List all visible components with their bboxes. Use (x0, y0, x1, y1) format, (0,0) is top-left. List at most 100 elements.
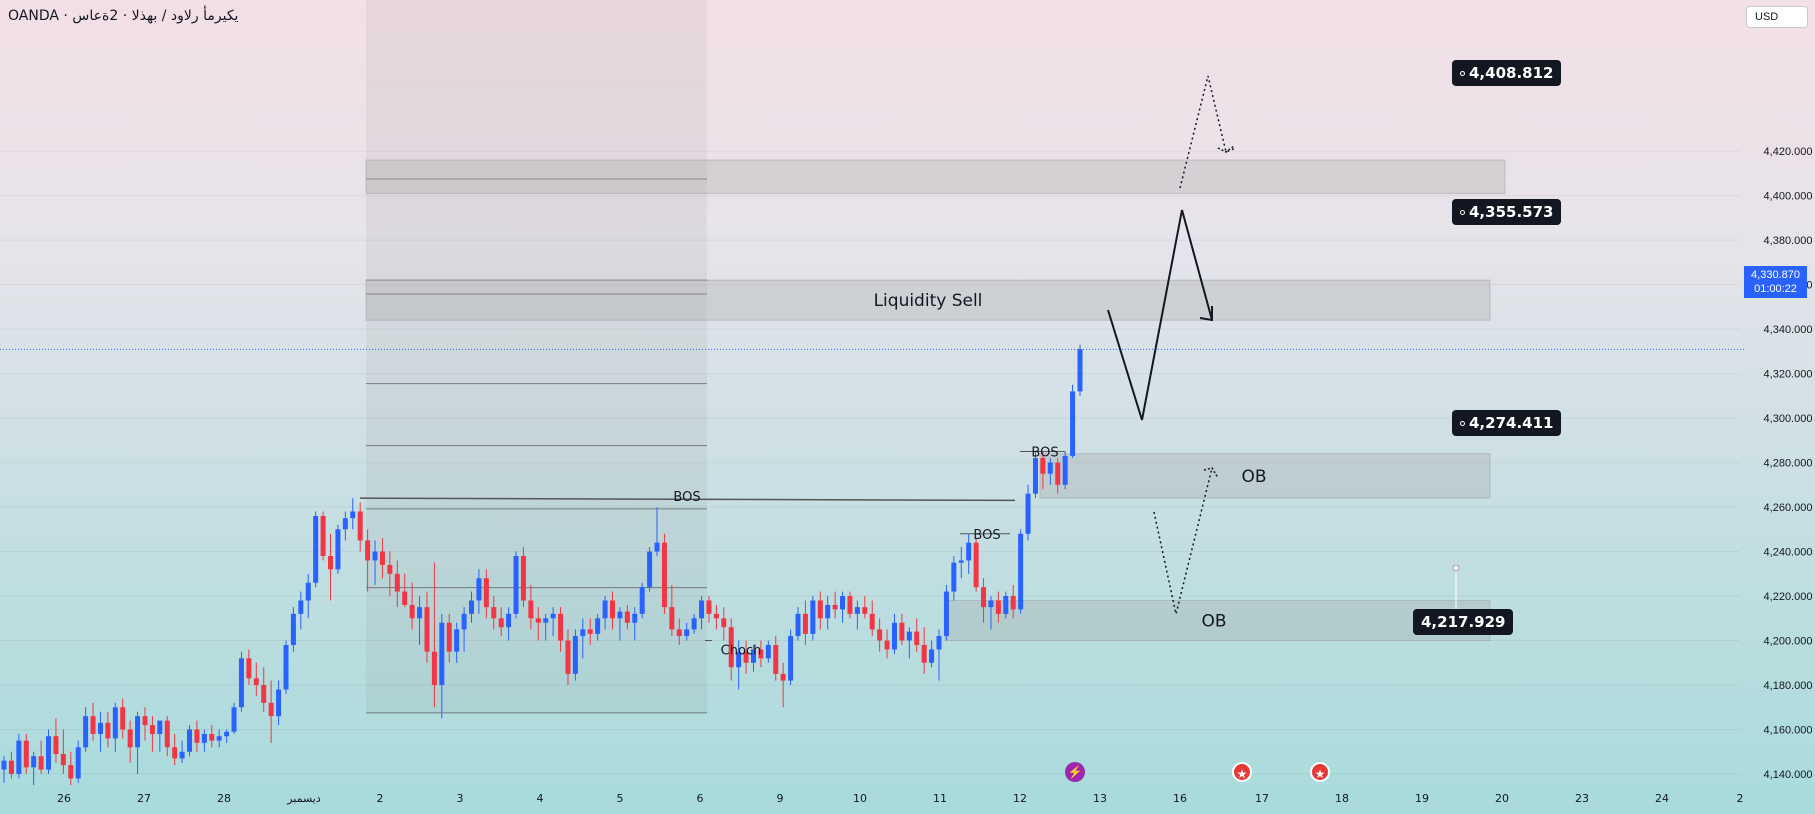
candle (721, 618, 727, 628)
candle (832, 604, 838, 610)
candle (929, 649, 935, 663)
candle (461, 613, 467, 630)
candle (943, 591, 949, 637)
x-tick-label: 28 (217, 792, 231, 805)
arrow-head-icon (1217, 145, 1235, 153)
candle (187, 729, 193, 752)
candle (135, 716, 141, 748)
candle (632, 613, 638, 623)
candle (476, 578, 482, 601)
x-tick-label: 26 (57, 792, 71, 805)
price-label-4408[interactable]: 4,408.812 (1452, 60, 1562, 86)
x-axis[interactable]: 26 27 28 ديسمبر 2 3 4 5 6 9 10 11 12 13 16 17 18 19 20 23 24… (57, 792, 1744, 805)
candle (936, 636, 942, 650)
candle (595, 618, 601, 634)
last-price-countdown: 01:00:22 (1754, 283, 1797, 295)
candle (624, 611, 630, 623)
candle (320, 515, 326, 556)
candle (90, 716, 96, 734)
candle (231, 707, 237, 732)
candle (491, 607, 497, 619)
candle (1018, 533, 1024, 610)
candle (617, 611, 623, 619)
candle (179, 751, 185, 759)
candle (268, 702, 274, 717)
price-label-4274[interactable]: 4,274.411 (1452, 410, 1562, 436)
candle (884, 640, 890, 650)
x-tick-label: 27 (137, 792, 151, 805)
candle (97, 722, 103, 734)
drawings: BOS BOS BOS Choch (0, 75, 1744, 658)
candle (802, 613, 808, 634)
candle (914, 631, 920, 645)
candle (16, 740, 22, 774)
candle (862, 607, 868, 614)
candle (587, 629, 593, 634)
candle (773, 644, 779, 674)
candle (216, 736, 222, 741)
projection-path (1107, 209, 1213, 421)
candle (394, 573, 400, 592)
candle (661, 542, 667, 608)
candle (372, 551, 378, 561)
candle (1055, 462, 1061, 485)
price-label-4217[interactable]: 4,217.929 (1413, 609, 1514, 635)
candle (439, 622, 445, 686)
annotation-choch: Choch (721, 643, 762, 658)
price-label-text: 4,217.929 (1421, 613, 1506, 631)
us-flag-event-icon[interactable]: ★ (1232, 762, 1252, 782)
last-price-label: 4,330.870 01:00:22 (1744, 266, 1807, 298)
us-flag-event-icon[interactable]: ★ (1310, 762, 1330, 782)
candle (149, 725, 155, 734)
candles (1, 344, 1083, 786)
price-label-text: 4,408.812 (1469, 64, 1554, 82)
candle (995, 600, 1001, 614)
candle (201, 733, 207, 743)
candle (469, 600, 475, 614)
candle (602, 600, 608, 619)
candle (810, 600, 816, 634)
candle (387, 564, 393, 574)
candle (921, 644, 927, 663)
candle (8, 760, 14, 774)
candle (1032, 458, 1038, 494)
candle (609, 600, 615, 619)
y-tick-label: 4,160.000 (1764, 725, 1813, 737)
x-tick-label: 2 (1737, 792, 1744, 805)
candle (424, 607, 430, 652)
candle (290, 613, 296, 645)
lightning-event-icon[interactable]: ⚡ (1065, 762, 1085, 782)
candle (31, 756, 37, 768)
candle (498, 618, 504, 628)
candle (966, 542, 972, 561)
candle (335, 529, 341, 570)
candle (906, 631, 912, 641)
price-label-4355[interactable]: 4,355.573 (1452, 199, 1562, 225)
candle (891, 622, 897, 650)
candle (706, 600, 712, 614)
candle (313, 515, 319, 583)
candle (550, 613, 556, 619)
zone-liquidity-sell (365, 279, 1491, 321)
y-tick-label: 4,260.000 (1764, 502, 1813, 514)
candle (276, 689, 282, 717)
candle (409, 604, 415, 619)
y-tick-label: 4,220.000 (1764, 591, 1813, 603)
currency-selector[interactable]: USD (1746, 6, 1808, 28)
y-tick-label: 4,300.000 (1764, 413, 1813, 425)
candle (535, 618, 541, 623)
candle (513, 555, 519, 614)
candle (142, 716, 148, 726)
zone-ob-lower (944, 599, 1491, 642)
annotation-bos: BOS (673, 490, 700, 505)
candle (765, 644, 771, 659)
candle (238, 658, 244, 708)
candle (647, 551, 653, 588)
y-axis[interactable]: 4,140.000 4,160.000 4,180.000 4,200.000 4,22… (1764, 146, 1813, 781)
handle-icon (1460, 421, 1465, 426)
arrow-head-icon (1199, 306, 1213, 322)
y-tick-label: 4,340.000 (1764, 324, 1813, 336)
candle (691, 618, 697, 630)
arrow-head-icon (1203, 467, 1219, 479)
